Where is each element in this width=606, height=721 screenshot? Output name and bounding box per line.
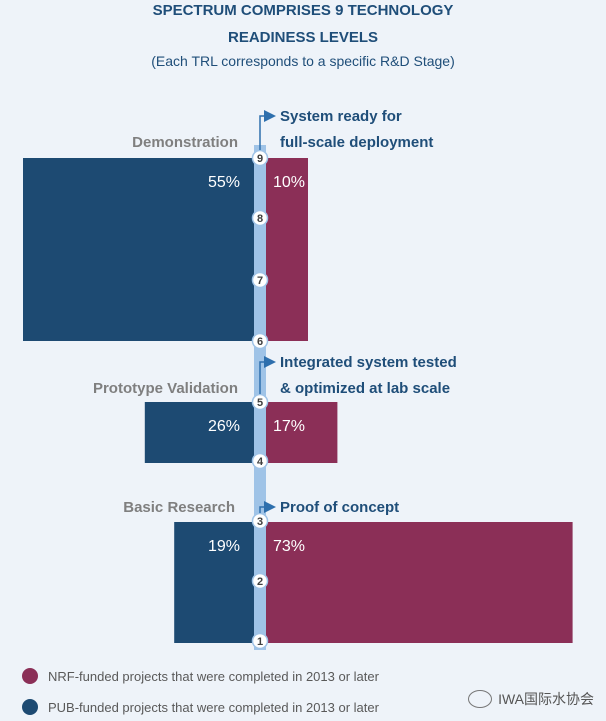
bar-pub-1 bbox=[144, 402, 254, 463]
annotation-line2-1: & optimized at lab scale bbox=[280, 380, 450, 397]
trl-tick-circle-9 bbox=[251, 149, 269, 167]
annotation-line1-2: Proof of concept bbox=[280, 499, 399, 516]
data-label-pub-2: 19% bbox=[208, 538, 240, 555]
stage-label-0: Demonstration bbox=[132, 134, 238, 151]
annotation-line1-1: Integrated system tested bbox=[280, 354, 457, 371]
wechat-icon bbox=[468, 690, 493, 708]
legend-label-nrf: NRF-funded projects that were completed … bbox=[48, 668, 379, 684]
bar-pub-0 bbox=[23, 158, 254, 341]
annotation-arrow-2 bbox=[259, 501, 276, 513]
trl-tick-label-6: 6 bbox=[257, 336, 263, 348]
legend-item-pub: PUB-funded projects that were completed … bbox=[22, 697, 379, 717]
chart-subtitle: (Each TRL corresponds to a specific R&D … bbox=[151, 53, 455, 69]
trl-tick-circle-3 bbox=[251, 512, 269, 530]
bar-nrf-1 bbox=[266, 402, 338, 463]
trl-chart: 55% 10% Demonstration 26% 17% Prototype Valid… bbox=[23, 108, 573, 650]
trl-tick-circle-1 bbox=[251, 632, 269, 650]
trl-tick-circle-8 bbox=[251, 209, 269, 227]
data-label-nrf-1: 17% bbox=[273, 418, 305, 435]
trl-tick-label-4: 4 bbox=[257, 456, 264, 468]
stage-label-2: Basic Research bbox=[123, 499, 235, 516]
annotation-line2-0: full-scale deployment bbox=[280, 134, 433, 151]
chart-title-line-2: READINESS LEVELS bbox=[227, 29, 379, 46]
annotation-arrow-0 bbox=[259, 110, 276, 150]
annotation-line1-0: System ready for bbox=[280, 108, 402, 125]
trl-tick-circle-2 bbox=[251, 572, 269, 590]
trl-tick-label-2: 2 bbox=[257, 576, 263, 588]
trl-tick-label-9: 9 bbox=[257, 153, 263, 165]
data-label-pub-0: 55% bbox=[208, 174, 240, 191]
trl-tick-label-3: 3 bbox=[257, 516, 263, 528]
trl-tick-circle-6 bbox=[251, 332, 269, 350]
chart-title-line-1: SPECTRUM COMPRISES 9 TECHNOLOGY bbox=[152, 2, 454, 19]
watermark-text: IWA国际水协会 bbox=[498, 691, 594, 707]
watermark: IWA国际水协会 bbox=[468, 689, 594, 709]
legend-label-pub: PUB-funded projects that were completed … bbox=[48, 699, 379, 715]
data-label-pub-1: 26% bbox=[208, 418, 240, 435]
bar-pub-2 bbox=[174, 522, 254, 643]
bar-nrf-0 bbox=[266, 158, 308, 341]
trl-tick-circle-5 bbox=[251, 393, 269, 411]
trl-tick-label-8: 8 bbox=[257, 213, 263, 225]
legend-swatch-pub bbox=[22, 699, 38, 715]
data-label-nrf-0: 10% bbox=[273, 174, 305, 191]
annotation-arrow-1 bbox=[259, 356, 276, 394]
trl-tick-circle-7 bbox=[251, 271, 269, 289]
trl-tick-label-1: 1 bbox=[257, 636, 263, 648]
trl-tick-label-5: 5 bbox=[257, 397, 263, 409]
legend-swatch-nrf bbox=[22, 668, 38, 684]
trl-tick-label-7: 7 bbox=[257, 275, 263, 287]
bar-nrf-2 bbox=[266, 522, 573, 643]
data-label-nrf-2: 73% bbox=[273, 538, 305, 555]
stage-label-1: Prototype Validation bbox=[93, 380, 238, 397]
legend-item-nrf: NRF-funded projects that were completed … bbox=[22, 666, 379, 686]
trl-tick-circle-4 bbox=[251, 452, 269, 470]
